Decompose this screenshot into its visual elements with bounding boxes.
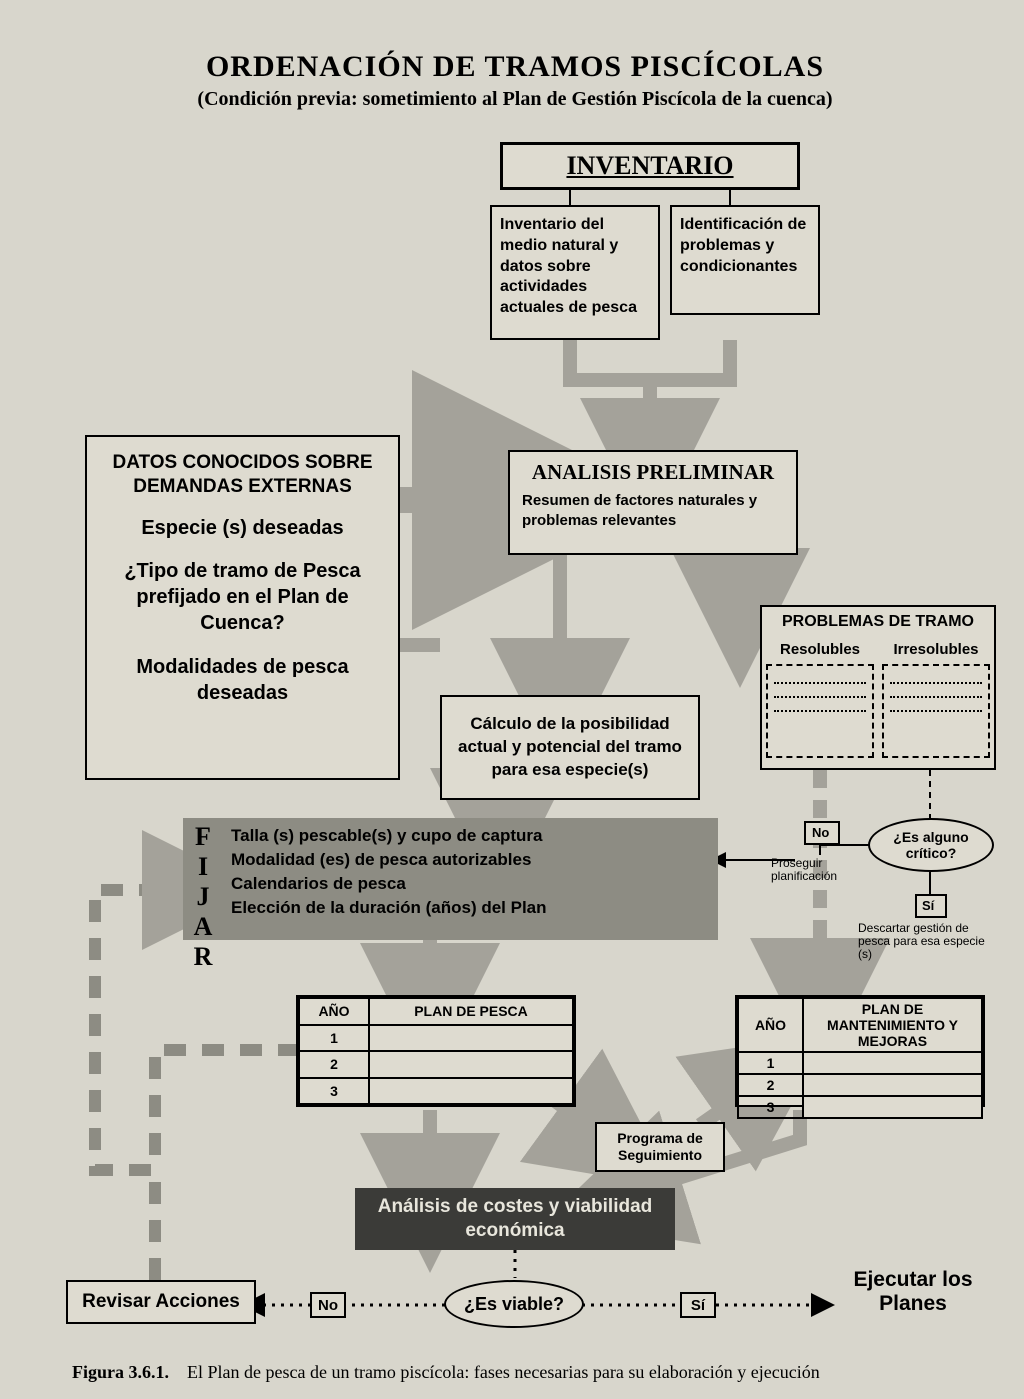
fijar-l2: Modalidad (es) de pesca autorizables: [231, 850, 708, 870]
revisar-label: Revisar Acciones: [82, 1291, 240, 1313]
programa-seguimiento-box: Programa de Seguimiento: [595, 1122, 725, 1172]
fijar-block: F I J A R Talla (s) pescable(s) y cupo d…: [183, 818, 718, 940]
datos-conocidos-box: DATOS CONOCIDOS SOBRE DEMANDAS EXTERNAS …: [85, 435, 400, 780]
datos-p2: ¿Tipo de tramo de Pesca prefijado en el …: [103, 558, 382, 636]
figure-caption: Figura 3.6.1. El Plan de pesca de un tra…: [72, 1362, 972, 1383]
programa-label: Programa de Seguimiento: [597, 1130, 723, 1164]
fijar-l3: Calendarios de pesca: [231, 874, 708, 894]
analisis-preliminar-box: ANALISIS PRELIMINAR Resumen de factores …: [508, 450, 798, 555]
inventario-label: INVENTARIO: [566, 151, 733, 181]
analisis-costes-label: Análisis de costes y viabilidad económic…: [355, 1195, 675, 1243]
title-line2: (Condición previa: sometimiento al Plan …: [120, 88, 910, 111]
datos-p1: Especie (s) deseadas: [103, 517, 382, 540]
viable-no: No: [310, 1292, 346, 1318]
inventario-problemas: Identificación de problemas y condiciona…: [670, 205, 820, 315]
problemas-tramo-box: PROBLEMAS DE TRAMO Resolubles Irresolubl…: [760, 605, 996, 770]
ejecutar-l2: Planes: [828, 1292, 998, 1316]
proseguir-label: Proseguir planificación: [771, 857, 851, 883]
analisis-sub: Resumen de factores naturales y problema…: [522, 491, 784, 530]
caption-prefix: Figura 3.6.1.: [72, 1362, 169, 1382]
critico-ellipse: ¿Es alguno crítico?: [868, 818, 994, 872]
title-line1: ORDENACIÓN DE TRAMOS PISCÍCOLAS: [120, 50, 910, 84]
datos-p3: Modalidades de pesca deseadas: [103, 654, 382, 706]
viable-si: Sí: [680, 1292, 716, 1318]
inventario-right-text: Identificación de problemas y condiciona…: [680, 215, 810, 277]
revisar-acciones-box: Revisar Acciones: [66, 1280, 256, 1324]
plan-mantenimiento-table: AÑOPLAN DE MANTENIMIENTO Y MEJORAS 1 2 3: [735, 995, 985, 1107]
critico-no: No: [812, 825, 829, 840]
inventario-medio-natural: Inventario del medio natural y datos sob…: [490, 205, 660, 340]
fijar-letters: F I J A R: [193, 822, 213, 936]
fijar-l4: Elección de la duración (años) del Plan: [231, 898, 708, 918]
ejecutar-planes: Ejecutar los Planes: [828, 1268, 998, 1316]
viable-ellipse: ¿Es viable?: [444, 1280, 584, 1328]
problemas-heading: PROBLEMAS DE TRAMO: [762, 607, 994, 637]
plan-pesca-table: AÑOPLAN DE PESCA 1 2 3: [296, 995, 576, 1107]
critico-si: Sí: [922, 898, 934, 913]
caption-text: El Plan de pesca de un tramo piscícola: …: [187, 1362, 820, 1382]
descartar-label: Descartar gestión de pesca para esa espe…: [858, 922, 998, 962]
analisis-costes-box: Análisis de costes y viabilidad económic…: [355, 1188, 675, 1250]
analisis-heading: ANALISIS PRELIMINAR: [522, 460, 784, 485]
calculo-box: Cálculo de la posibilidad actual y poten…: [440, 695, 700, 800]
calculo-text: Cálculo de la posibilidad actual y poten…: [452, 713, 688, 782]
viable-label: ¿Es viable?: [464, 1294, 564, 1315]
inventario-header: INVENTARIO: [500, 142, 800, 190]
problemas-col1: Resolubles: [766, 641, 874, 658]
ejecutar-l1: Ejecutar los: [828, 1268, 998, 1292]
fijar-l1: Talla (s) pescable(s) y cupo de captura: [231, 826, 708, 846]
inventario-left-text: Inventario del medio natural y datos sob…: [500, 215, 650, 319]
datos-heading: DATOS CONOCIDOS SOBRE DEMANDAS EXTERNAS: [103, 451, 382, 499]
critico-label: ¿Es alguno crítico?: [870, 829, 992, 861]
problemas-col2: Irresolubles: [882, 641, 990, 658]
title-block: ORDENACIÓN DE TRAMOS PISCÍCOLAS (Condici…: [120, 50, 910, 111]
